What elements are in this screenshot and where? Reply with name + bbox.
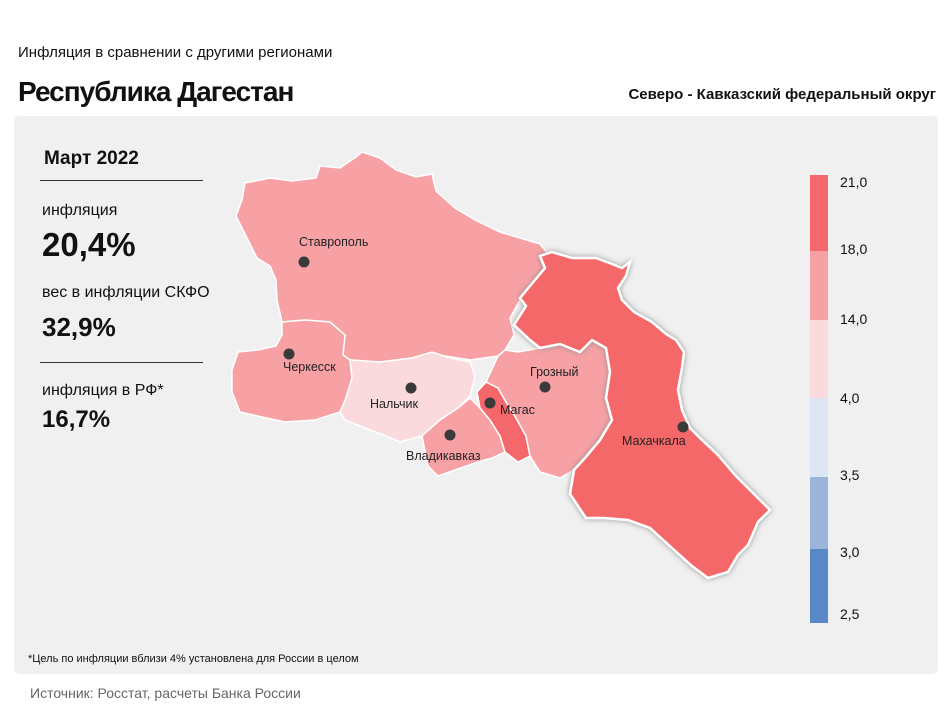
weight-value: 32,9% xyxy=(42,312,116,342)
legend-bin-4-14 xyxy=(810,320,828,398)
city-cherkessk: Черкесск xyxy=(283,348,336,374)
legend-tick: 2,5 xyxy=(840,606,860,622)
weight-label: вес в инфляции СКФО xyxy=(42,284,210,301)
legend-bin-14-18 xyxy=(810,251,828,320)
region-dagestan[interactable] xyxy=(512,250,772,580)
city-stavropol: Ставрополь xyxy=(298,235,368,268)
inflation-label: инфляция xyxy=(42,202,118,219)
legend-tick: 14,0 xyxy=(840,311,868,327)
divider-bottom xyxy=(40,362,203,363)
city-label-nalchik: Нальчик xyxy=(370,397,418,411)
region-stavropol[interactable] xyxy=(235,151,549,363)
rf-inflation-value: 16,7% xyxy=(42,406,111,433)
city-label-vladikavkaz: Владикавказ xyxy=(406,449,481,463)
region-karachay-cherkess[interactable] xyxy=(231,319,353,423)
page-title: Республика Дагестан xyxy=(18,76,294,107)
city-label-magas: Магас xyxy=(500,403,535,417)
source-note: Источник: Росстат, расчеты Банка России xyxy=(30,685,301,701)
divider-top xyxy=(40,180,203,181)
legend-tick: 3,5 xyxy=(840,467,860,483)
federal-district-label: Северо - Кавказский федеральный округ xyxy=(628,86,936,103)
legend-bin-18-21 xyxy=(810,175,828,251)
inflation-value: 20,4% xyxy=(42,226,136,263)
legend-bin-2-5-3 xyxy=(810,549,828,623)
legend-bin-3-5-4 xyxy=(810,398,828,477)
city-label-stavropol: Ставрополь xyxy=(299,235,368,249)
city-vladikavkaz: Владикавказ xyxy=(406,429,481,463)
content-panel xyxy=(14,116,938,674)
city-nalchik: Нальчик xyxy=(370,382,418,411)
legend-bin-3-3-5 xyxy=(810,477,828,549)
legend-tick: 4,0 xyxy=(840,390,860,406)
legend-tick: 21,0 xyxy=(840,174,868,190)
city-grozny: Грозный xyxy=(530,365,578,393)
city-makhachkala: Махачкала xyxy=(622,421,689,448)
page-subtitle: Инфляция в сравнении с другими регионами xyxy=(18,44,333,61)
city-label-makhachkala: Махачкала xyxy=(622,434,686,448)
legend-tick: 18,0 xyxy=(840,241,868,257)
city-magas: Магас xyxy=(484,397,535,417)
rf-inflation-label: инфляция в РФ* xyxy=(42,382,164,399)
legend-tick: 3,0 xyxy=(840,544,860,560)
period-label: Март 2022 xyxy=(44,148,139,169)
city-label-cherkessk: Черкесск xyxy=(283,360,336,374)
city-label-grozny: Грозный xyxy=(530,365,578,379)
footnote: *Цель по инфляции вблизи 4% установлена … xyxy=(28,653,359,665)
